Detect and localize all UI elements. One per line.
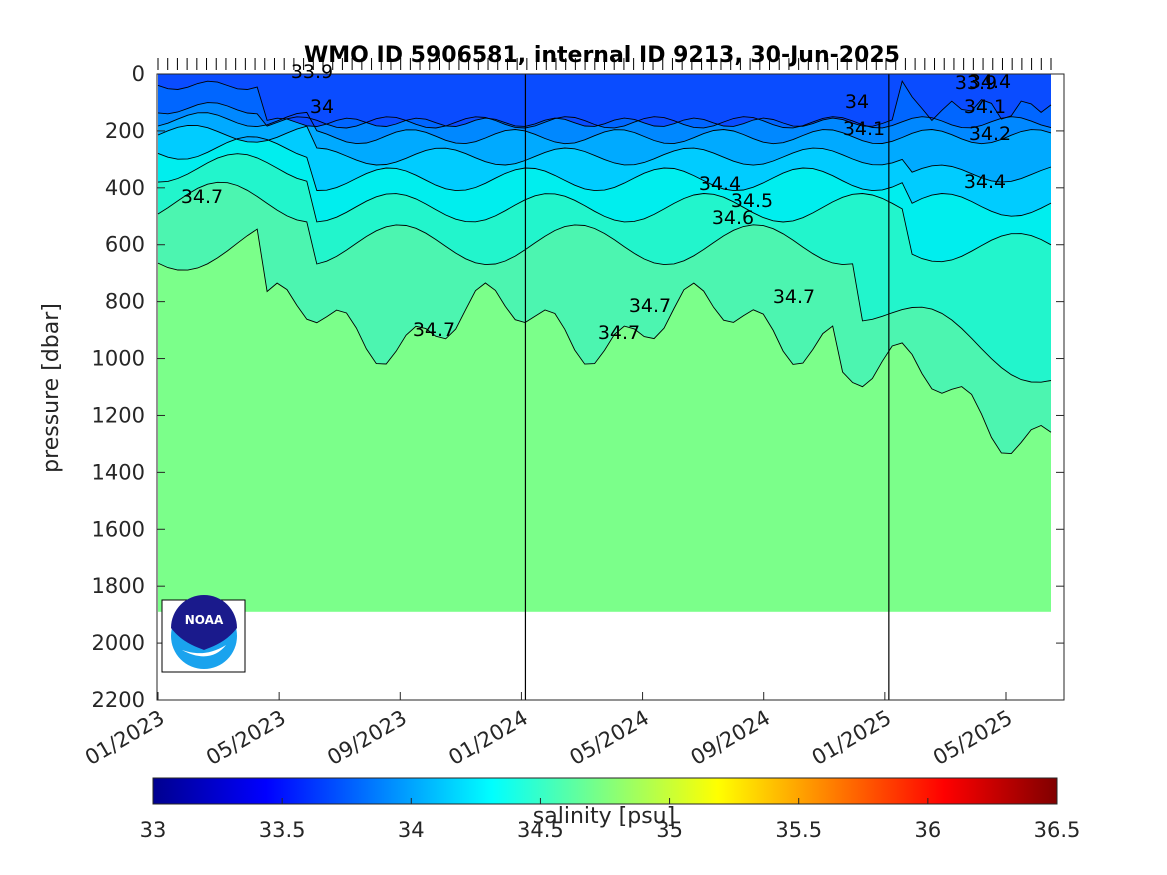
y-tick-label: 1600: [92, 517, 145, 541]
contour-line: [157, 111, 1052, 145]
y-tick-label: 200: [105, 119, 145, 143]
x-tick-label: 05/2023: [202, 706, 290, 770]
contour-label: 34.1: [843, 118, 885, 140]
contour-lines: [157, 79, 1052, 455]
contour-label: 34: [310, 96, 334, 118]
x-axis: 01/2023 05/2023 09/2023 01/2024 05/2024 09/20…: [81, 692, 1017, 770]
y-axis-label: pressure [dbar]: [39, 303, 64, 473]
y-tick-label: 1400: [92, 460, 145, 484]
colorbar-tick-label: 33.5: [259, 818, 306, 842]
contour-label: 34.7: [413, 319, 455, 341]
contour-label: 34.7: [773, 286, 815, 308]
contour-label: 34.5: [731, 190, 773, 212]
contour-label: 34.4: [964, 171, 1006, 193]
contour-label: 34: [845, 91, 869, 113]
contour-label: 33.9: [291, 61, 333, 83]
x-tick-label: 09/2024: [687, 706, 775, 770]
contour-label: 34.4: [969, 71, 1011, 93]
y-tick-label: 1000: [92, 347, 145, 371]
chart-title: WMO ID 5906581, internal ID 9213, 30-Jun…: [304, 43, 900, 68]
year-dividers: [524, 74, 890, 700]
y-tick-label: 1200: [92, 403, 145, 427]
contour-label: 34.7: [181, 186, 223, 208]
contour-label: 34.2: [969, 123, 1011, 145]
contour-label: 34.7: [598, 322, 640, 344]
x-tick-label: 09/2023: [323, 706, 411, 770]
y-tick-label: 400: [105, 176, 145, 200]
colorbar-tick-label: 35: [656, 818, 683, 842]
colorbar: [152, 777, 1058, 805]
contour-line: [157, 153, 1052, 263]
x-tick-label: 01/2023: [81, 706, 169, 770]
x-tick-label: 01/2025: [808, 706, 896, 770]
colorbar-tick-label: 36: [914, 818, 941, 842]
noaa-logo-text: NOAA: [185, 613, 224, 627]
contour-line: [157, 228, 1052, 455]
profile-ticks: [157, 58, 1052, 70]
y-tick-label: 2200: [92, 688, 145, 712]
colorbar-tick-label: 36.5: [1034, 818, 1081, 842]
y-tick-label: 0: [132, 62, 145, 86]
y-tick-label: 600: [105, 233, 145, 257]
y-tick-label: 1800: [92, 574, 145, 598]
salinity-layer: [158, 74, 1051, 127]
contour-line: [157, 102, 1052, 129]
colorbar-tick-label: 34: [398, 818, 425, 842]
x-tick-label: 05/2024: [566, 706, 654, 770]
plot-frame: [156, 73, 1065, 701]
y-axis: 0 200 400 600 800 1000 1200 1400 1600 1800 2000 220…: [92, 62, 1064, 712]
colorbar-label: salinity [psu]: [533, 804, 675, 829]
noaa-logo: NOAA: [161, 595, 246, 673]
y-tick-label: 2000: [92, 631, 145, 655]
contour-line: [157, 136, 1052, 217]
contour-label: 33.9: [955, 72, 997, 94]
colorbar-tick-label: 34.5: [517, 818, 564, 842]
x-tick-label: 05/2025: [929, 706, 1017, 770]
colorbar-tick-label: 35.5: [775, 818, 822, 842]
contour-line: [157, 124, 1052, 183]
colorbar-ticks: 33 33.5 34 34.5 35 35.5 36 36.5: [140, 798, 1081, 842]
contour-label: 34.7: [629, 295, 671, 317]
y-tick-label: 800: [105, 290, 145, 314]
colorbar-tick-label: 33: [140, 818, 167, 842]
contour-label: 34.1: [964, 96, 1006, 118]
x-tick-label: 01/2024: [444, 706, 532, 770]
contour-label: 34.6: [712, 207, 754, 229]
contour-label: 34.4: [699, 173, 741, 195]
contour-line: [157, 181, 1052, 383]
